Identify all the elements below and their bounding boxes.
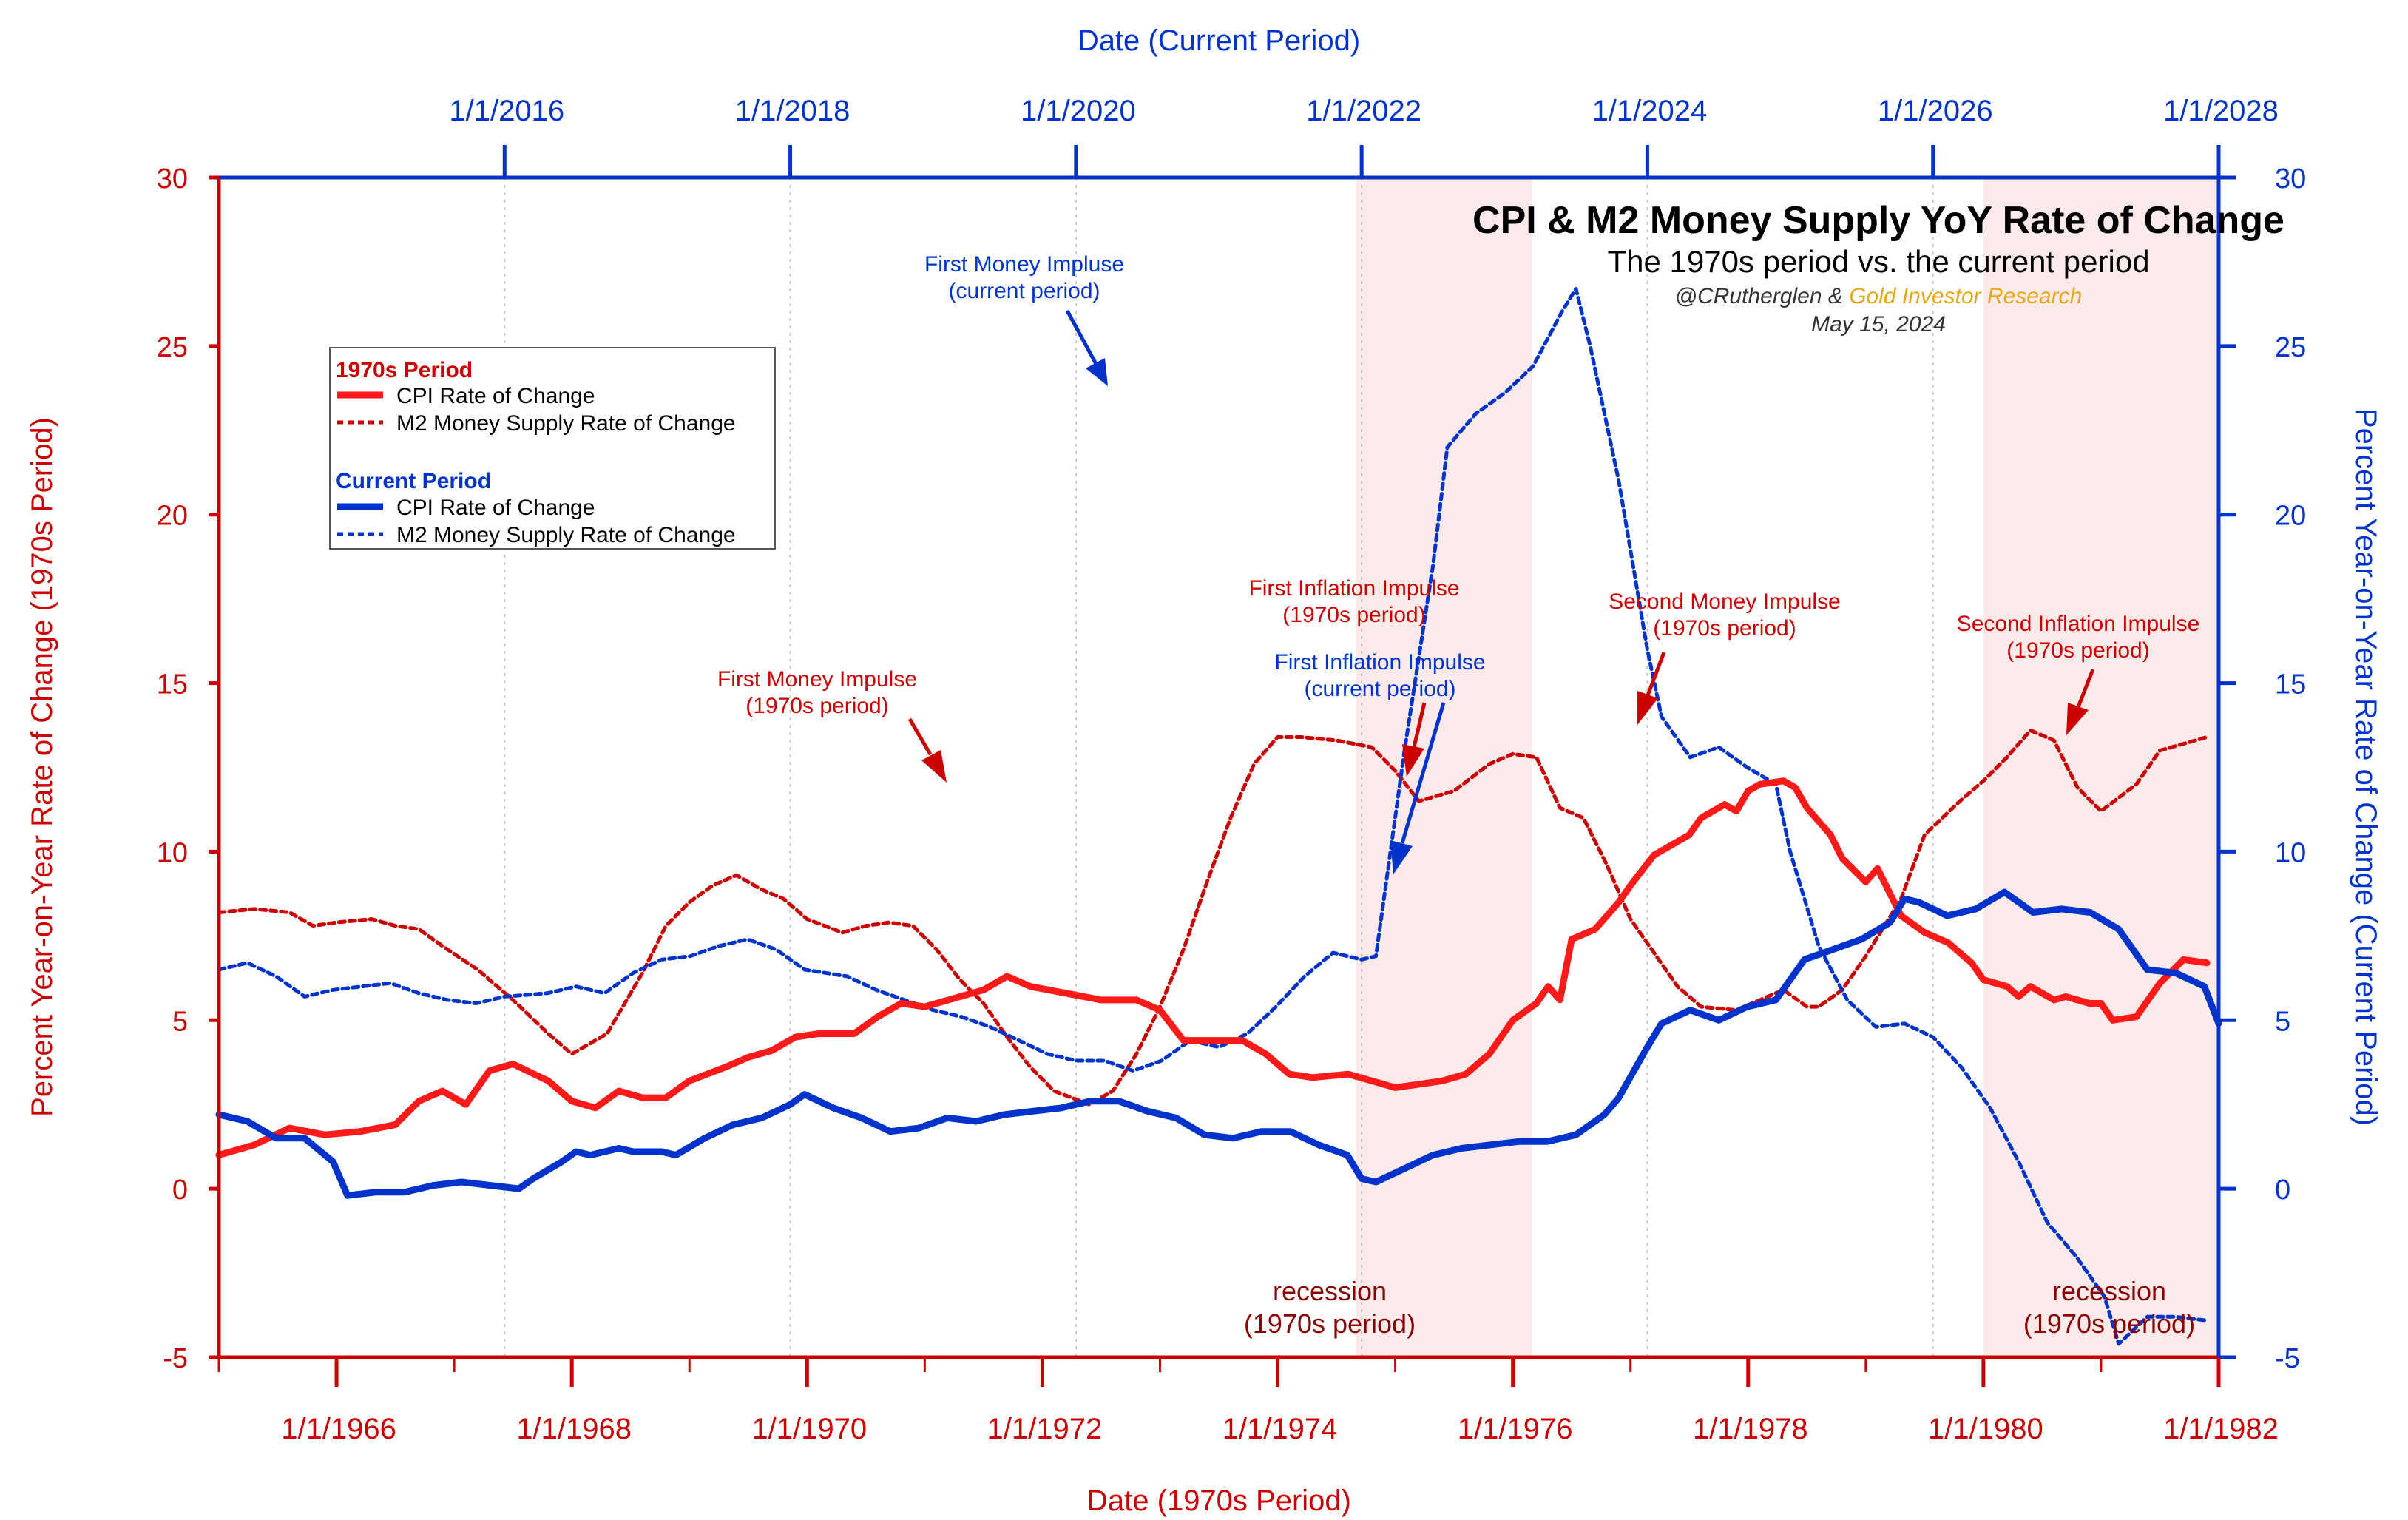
- series-cpi-current: [215, 888, 2222, 1199]
- recession-band-1: [1356, 178, 1533, 1357]
- left-tick-label: 15: [157, 669, 188, 700]
- bottom-tick-label: 1/1/1976: [1458, 1413, 1573, 1445]
- left-axis-title: Percent Year-on-Year Rate of Change (197…: [26, 417, 58, 1117]
- right-tick-label: -5: [2275, 1343, 2300, 1374]
- top-tick-label: 1/1/2020: [1021, 95, 1136, 127]
- annotation-recession-2: recession (1970s period): [2023, 1276, 2195, 1339]
- legend-box: [329, 347, 776, 550]
- arrowhead-first-money-1970s: [921, 750, 947, 783]
- arrowhead-first-inflation-1970s: [1402, 744, 1424, 777]
- arrow-first-money-current: [1065, 309, 1098, 365]
- annotation-text: First Money Impulse: [717, 667, 917, 692]
- series-m2-current: [217, 286, 2207, 1346]
- top-axis-title: Date (Current Period): [1078, 24, 1360, 57]
- bottom-tick-label: 1/1/1972: [987, 1413, 1103, 1445]
- annotation-text: First Money Impluse: [924, 252, 1124, 277]
- top-tick-label: 1/1/2018: [735, 95, 850, 127]
- top-tick-label: 1/1/2024: [1592, 95, 1708, 127]
- legend-label-cpi-1970s: CPI Rate of Change: [396, 384, 595, 408]
- left-tick-label: 25: [157, 332, 188, 363]
- annotation-text: recession: [2052, 1276, 2166, 1306]
- chart-title: CPI & M2 Money Supply YoY Rate of Change: [1472, 199, 2284, 242]
- series-layer: [215, 286, 2222, 1346]
- top-tick-label: 1/1/2028: [2163, 95, 2279, 127]
- annotation-second-inflation-1970s: Second Inflation Impulse (1970s period): [1957, 612, 2200, 663]
- annotation-text: First Inflation Impulse: [1274, 650, 1485, 675]
- left-tick-label: -5: [163, 1343, 188, 1374]
- annotation-recession-1: recession (1970s period): [1244, 1276, 1416, 1339]
- annotation-text: (current period): [948, 279, 1100, 303]
- arrow-second-money-1970s: [1646, 652, 1666, 696]
- left-tick-label: 5: [172, 1006, 188, 1037]
- legend-group2-title: Current Period: [336, 469, 491, 493]
- annotation-text: recession: [1273, 1276, 1387, 1306]
- arrowhead-first-inflation-current: [1390, 840, 1413, 874]
- bottom-tick-label: 1/1/1978: [1693, 1413, 1808, 1445]
- annotation-first-money-current: First Money Impluse (current period): [924, 252, 1124, 303]
- top-tick-label: 1/1/2016: [449, 95, 564, 127]
- right-tick-label: 15: [2275, 669, 2306, 700]
- arrowhead-first-money-current: [1086, 358, 1108, 386]
- annotation-text: (1970s period): [745, 694, 888, 718]
- arrowhead-second-inflation-1970s: [2066, 703, 2089, 735]
- series-m2-1970s: [217, 728, 2209, 1107]
- credit-prefix: @CRutherglen &: [1675, 284, 1850, 308]
- bottom-tick-label: 1/1/1970: [751, 1413, 867, 1445]
- chart-date: May 15, 2024: [1811, 312, 1946, 337]
- legend: 1970s Period CPI Rate of Change M2 Money…: [329, 347, 776, 550]
- bottom-tick-label: 1/1/1968: [516, 1413, 632, 1445]
- bottom-tick-label: 1/1/1966: [281, 1413, 396, 1445]
- annotation-text: (1970s period): [1282, 603, 1425, 627]
- left-tick-label: 20: [157, 501, 188, 532]
- annotation-text: Second Money Impulse: [1609, 590, 1841, 614]
- arrow-first-inflation-1970s: [1412, 702, 1427, 748]
- legend-label-cpi-current: CPI Rate of Change: [396, 496, 595, 520]
- annotation-text: (1970s period): [1244, 1308, 1416, 1339]
- arrow-first-inflation-current: [1400, 702, 1446, 844]
- series-cpi-1970s: [215, 777, 2211, 1159]
- annotation-text: (1970s period): [1653, 616, 1796, 641]
- annotation-text: (1970s period): [2006, 638, 2149, 663]
- top-tick-label: 1/1/2026: [1878, 95, 1993, 127]
- legend-group1-title: 1970s Period: [336, 358, 473, 382]
- legend-label-m2-current: M2 Money Supply Rate of Change: [396, 523, 736, 547]
- top-tick-label: 1/1/2022: [1306, 95, 1421, 127]
- right-tick-label: 5: [2275, 1006, 2290, 1037]
- bottom-axis-title: Date (1970s Period): [1086, 1484, 1351, 1517]
- arrow-first-money-1970s: [907, 717, 933, 756]
- left-tick-label: 30: [157, 163, 188, 195]
- arrow-second-inflation-1970s: [2076, 669, 2095, 708]
- annotation-text: (current period): [1304, 677, 1455, 701]
- chart-subtitle: The 1970s period vs. the current period: [1607, 244, 2149, 279]
- left-tick-label: 10: [157, 837, 188, 868]
- credit-highlight: Gold Investor Research: [1849, 284, 2082, 308]
- right-tick-label: 10: [2275, 837, 2306, 868]
- right-tick-label: 25: [2275, 332, 2306, 363]
- right-tick-label: 30: [2275, 163, 2306, 195]
- annotation-first-inflation-1970s: First Inflation Impulse (1970s period): [1248, 576, 1459, 627]
- annotation-second-money-1970s: Second Money Impulse (1970s period): [1609, 590, 1841, 641]
- annotation-first-inflation-current: First Inflation Impulse (current period): [1274, 650, 1485, 701]
- arrowhead-second-money-1970s: [1637, 691, 1658, 725]
- bottom-tick-label: 1/1/1974: [1222, 1413, 1338, 1445]
- bottom-tick-label: 1/1/1980: [1928, 1413, 2043, 1445]
- bottom-tick-label: 1/1/1982: [2163, 1413, 2279, 1445]
- right-axis-title: Percent Year-on-Year Rate of Change (Cur…: [2350, 408, 2382, 1126]
- annotation-text: First Inflation Impulse: [1248, 576, 1459, 601]
- right-tick-label: 0: [2275, 1175, 2290, 1206]
- annotation-text: (1970s period): [2023, 1308, 2195, 1339]
- annotation-text: Second Inflation Impulse: [1957, 612, 2200, 636]
- annotation-first-money-1970s: First Money Impulse (1970s period): [717, 667, 917, 718]
- right-tick-label: 20: [2275, 501, 2306, 532]
- axis-ticks: -5 -5 0 0 5 5 10 10 15 15 20 20 25 25 30 30 1/1/1966 1/1/…: [157, 95, 2307, 1445]
- recession-band-2: [1983, 178, 2219, 1357]
- left-tick-label: 0: [172, 1175, 188, 1206]
- chart-credit: @CRutherglen & Gold Investor Research: [1675, 284, 2083, 308]
- legend-label-m2-1970s: M2 Money Supply Rate of Change: [396, 411, 736, 436]
